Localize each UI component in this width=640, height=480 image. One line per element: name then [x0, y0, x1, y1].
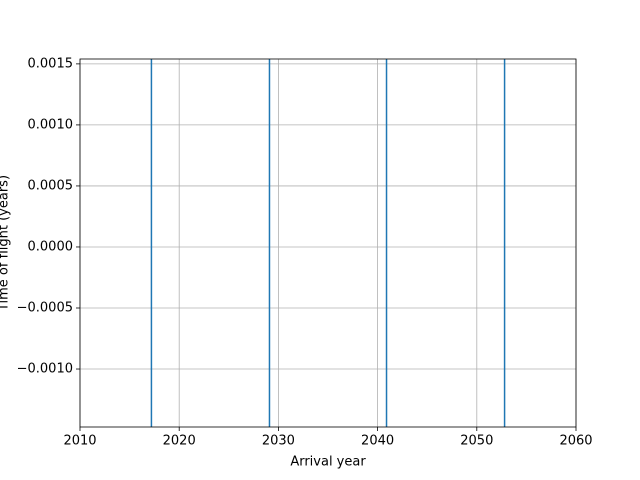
x-tick-label: 2030: [262, 434, 295, 449]
y-tick-label: 0.0010: [28, 117, 74, 132]
y-axis-label: Time of flight (years): [0, 175, 12, 312]
plot-frame: [79, 58, 577, 428]
x-axis-label: Arrival year: [290, 455, 366, 470]
y-tick-label: 0.0000: [28, 239, 74, 254]
y-tick-label: 0.0005: [28, 178, 74, 193]
x-tick-label: 2010: [63, 434, 96, 449]
y-tick-label: −0.0005: [17, 300, 73, 315]
y-tick-label: −0.0010: [17, 362, 73, 377]
x-tick-label: 2040: [361, 434, 394, 449]
x-tick-label: 2050: [460, 434, 493, 449]
x-tick-label: 2020: [163, 434, 196, 449]
x-tick-label: 2060: [559, 434, 592, 449]
y-tick-label: 0.0015: [28, 56, 74, 71]
